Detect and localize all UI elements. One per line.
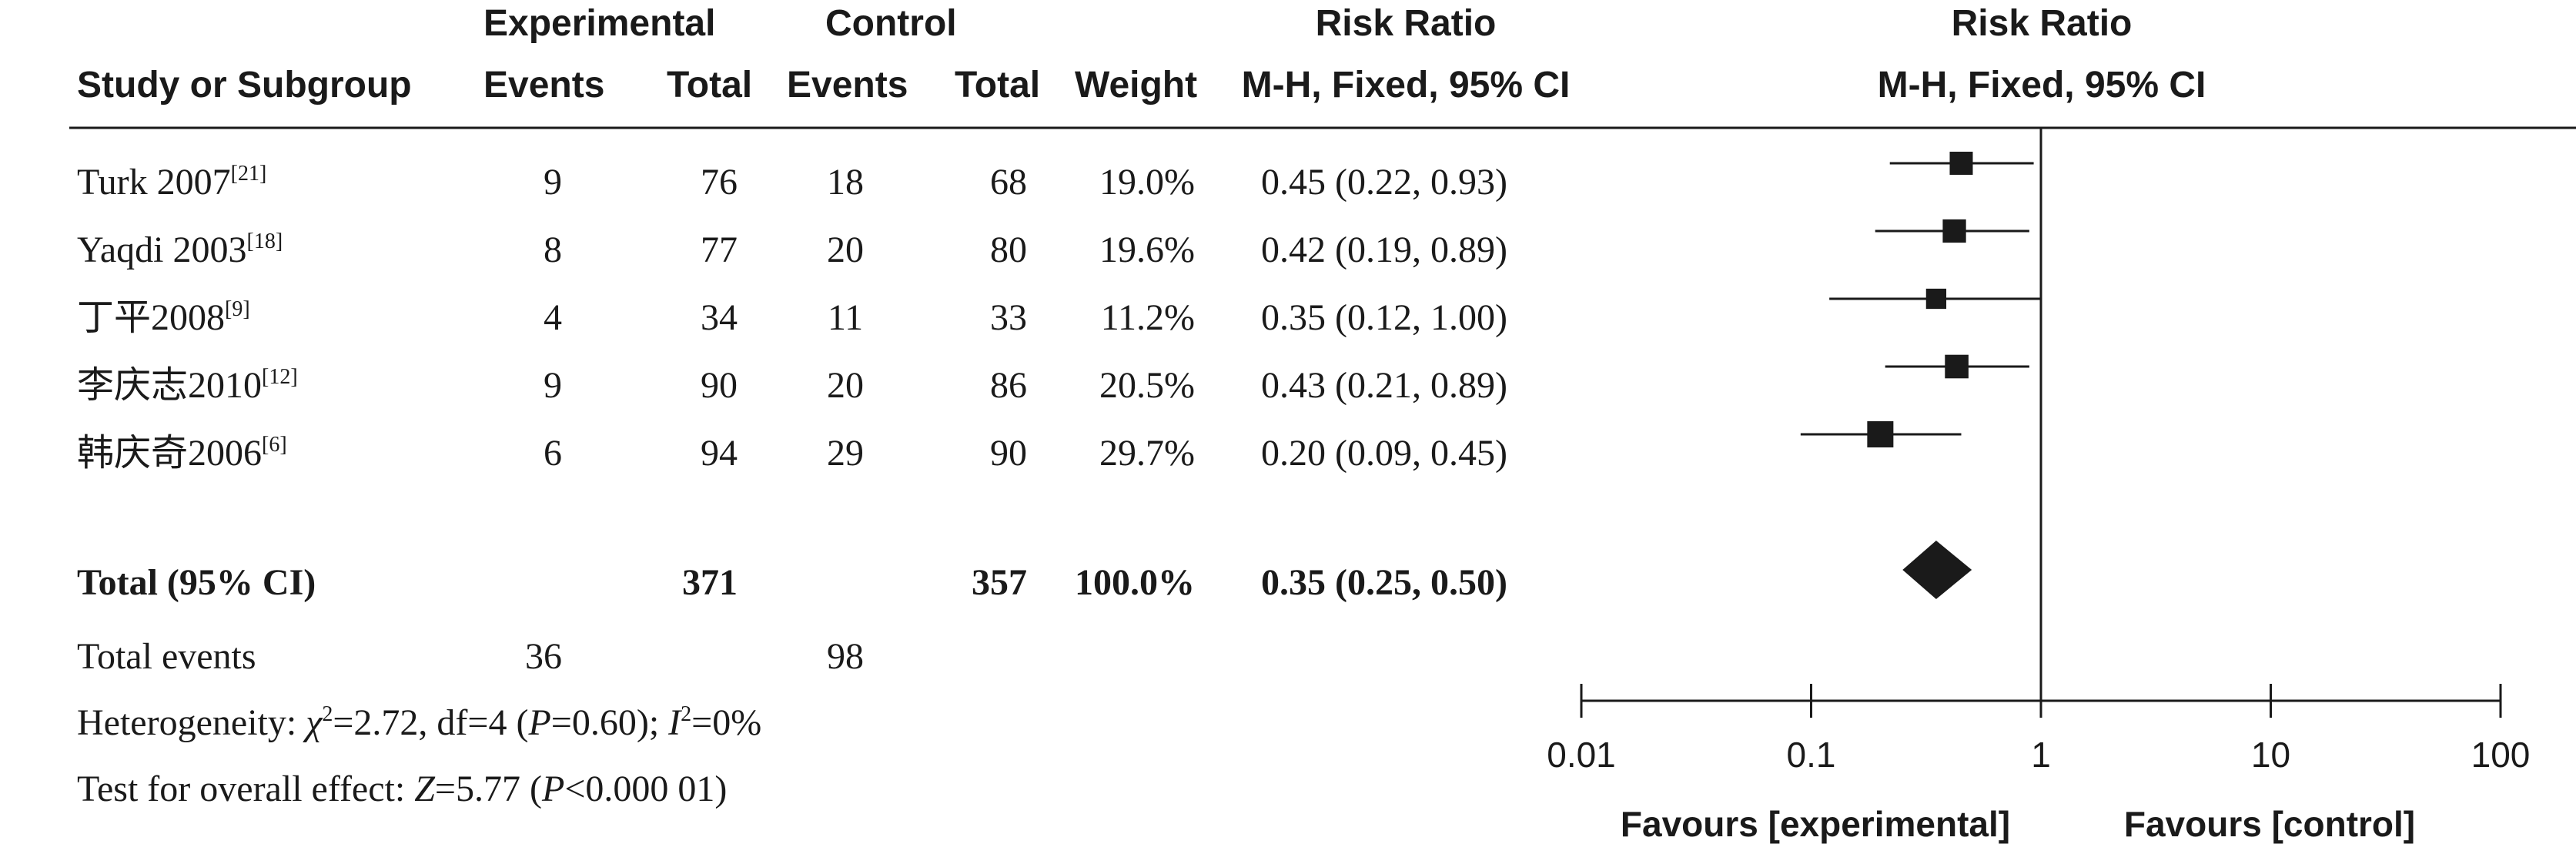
- events1-column-header: Events: [483, 65, 604, 106]
- study-name: Yaqdi 2003[18]: [77, 229, 283, 270]
- events1-cell: 9: [544, 365, 562, 406]
- total1-column-header: Total: [667, 65, 752, 106]
- events2-cell: 20: [827, 229, 864, 270]
- total1-cell: 34: [701, 297, 738, 338]
- study-row: 韩庆奇2006[6] 6 94 29 90 29.7% 0.20 (0.09, …: [77, 433, 1507, 474]
- point-estimate-square: [1867, 421, 1894, 447]
- study-name: 李庆志2010[12]: [77, 365, 298, 406]
- x-axis-tick-label: 100: [2471, 735, 2531, 775]
- total2-cell: 80: [990, 229, 1027, 270]
- point-estimate-square: [1925, 288, 1947, 310]
- events1-cell: 9: [544, 162, 562, 203]
- weight-cell: 19.6%: [1099, 229, 1195, 270]
- total1-cell: 77: [701, 229, 738, 270]
- total2-cell: 86: [990, 365, 1027, 406]
- total1-sum: 371: [682, 562, 738, 603]
- control-group-header: Control: [825, 3, 957, 44]
- events1-cell: 8: [544, 229, 562, 270]
- point-estimate-square: [1949, 152, 1973, 175]
- events2-cell: 29: [827, 433, 864, 474]
- total-ci: 0.35 (0.25, 0.50): [1261, 562, 1507, 603]
- study-row: 李庆志2010[12] 9 90 20 86 20.5% 0.43 (0.21,…: [77, 365, 1507, 406]
- experimental-group-header: Experimental: [483, 3, 715, 44]
- events1-cell: 4: [544, 297, 562, 338]
- ci-cell: 0.45 (0.22, 0.93): [1261, 162, 1507, 203]
- risk-ratio-header: Risk Ratio: [1316, 3, 1497, 44]
- total2-cell: 90: [990, 433, 1027, 474]
- total2-sum: 357: [972, 562, 1027, 603]
- x-axis-tick-label: 10: [2251, 735, 2290, 775]
- weight-cell: 29.7%: [1099, 433, 1195, 474]
- x-axis-tick-label: 0.01: [1547, 735, 1616, 775]
- events2-cell: 18: [827, 162, 864, 203]
- favours-control-label: Favours [control]: [2124, 804, 2415, 844]
- total-events-label: Total events: [77, 636, 256, 677]
- ci-cell: 0.20 (0.09, 0.45): [1261, 433, 1507, 474]
- point-estimate-square: [1942, 219, 1966, 243]
- plot-risk-ratio-header: Risk Ratio: [1952, 3, 2133, 44]
- total1-cell: 90: [701, 365, 738, 406]
- total1-cell: 76: [701, 162, 738, 203]
- study-row: 丁平2008[9] 4 34 11 33 11.2% 0.35 (0.12, 1…: [77, 297, 1507, 338]
- rr-method-header: M-H, Fixed, 95% CI: [1242, 65, 1571, 106]
- total-label: Total (95% CI): [77, 562, 316, 603]
- weight-cell: 11.2%: [1101, 297, 1195, 338]
- total1-cell: 94: [701, 433, 738, 474]
- total-row: Total (95% CI) 371 357 100.0% 0.35 (0.25…: [77, 562, 1507, 603]
- plot-method-header: M-H, Fixed, 95% CI: [1878, 65, 2206, 106]
- total2-column-header: Total: [955, 65, 1040, 106]
- total-weight: 100.0%: [1075, 562, 1195, 603]
- total2-cell: 68: [990, 162, 1027, 203]
- study-column-header: Study or Subgroup: [77, 65, 412, 106]
- ci-cell: 0.43 (0.21, 0.89): [1261, 365, 1507, 406]
- ci-cell: 0.42 (0.19, 0.89): [1261, 229, 1507, 270]
- total-events-row: Total events 36 98: [77, 636, 864, 677]
- ci-cell: 0.35 (0.12, 1.00): [1261, 297, 1507, 338]
- events1-cell: 6: [544, 433, 562, 474]
- total-events2: 98: [827, 636, 864, 677]
- events2-cell: 20: [827, 365, 864, 406]
- overall-effect-text: Test for overall effect: Z=5.77 (P<0.000…: [77, 769, 727, 809]
- study-row: Turk 2007[21] 9 76 18 68 19.0% 0.45 (0.2…: [77, 162, 1507, 203]
- x-axis-tick-label: 1: [2031, 735, 2051, 775]
- events2-column-header: Events: [787, 65, 908, 106]
- point-estimate-square: [1945, 354, 1969, 379]
- study-name: Turk 2007[21]: [77, 162, 266, 203]
- study-rows: Turk 2007[21] 9 76 18 68 19.0% 0.45 (0.2…: [77, 162, 1507, 474]
- study-row: Yaqdi 2003[18] 8 77 20 80 19.6% 0.42 (0.…: [77, 229, 1507, 270]
- x-axis-tick-label: 0.1: [1787, 735, 1836, 775]
- total-events1: 36: [525, 636, 562, 677]
- weight-cell: 19.0%: [1099, 162, 1195, 203]
- events2-cell: 11: [828, 297, 863, 338]
- study-name: 韩庆奇2006[6]: [77, 433, 287, 474]
- forest-plot-area: 0.01 0.1 1 10 100: [1547, 128, 2530, 775]
- pooled-diamond: [1902, 541, 1972, 599]
- heterogeneity-text: Heterogeneity: χ2=2.72, df=4 (P=0.60); I…: [77, 702, 761, 743]
- weight-column-header: Weight: [1075, 65, 1197, 106]
- total2-cell: 33: [990, 297, 1027, 338]
- study-name: 丁平2008[9]: [77, 297, 250, 338]
- favours-experimental-label: Favours [experimental]: [1621, 804, 2010, 844]
- weight-cell: 20.5%: [1099, 365, 1195, 406]
